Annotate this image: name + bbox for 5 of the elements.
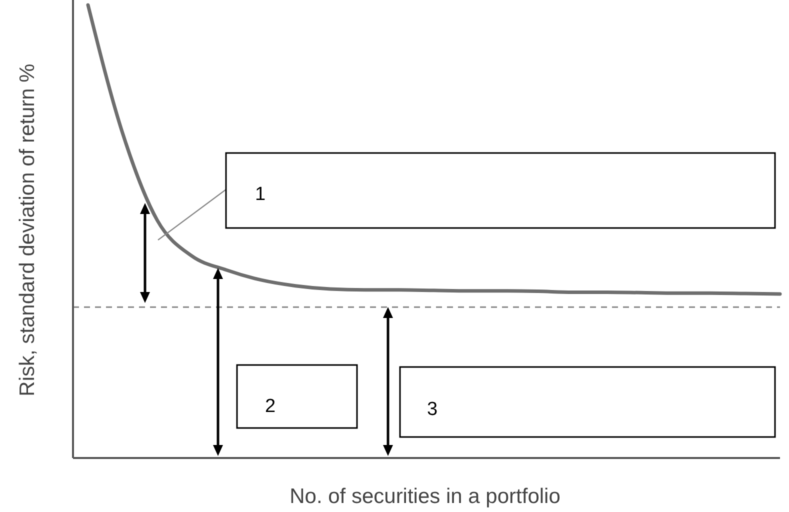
x-axis-title: No. of securities in a portfolio bbox=[290, 485, 560, 508]
y-axis-title: Risk, standard deviation of return % bbox=[16, 64, 39, 396]
annotation: 2 bbox=[265, 396, 276, 417]
annotation: 3 bbox=[427, 399, 438, 420]
annotation: 1 bbox=[255, 184, 266, 205]
